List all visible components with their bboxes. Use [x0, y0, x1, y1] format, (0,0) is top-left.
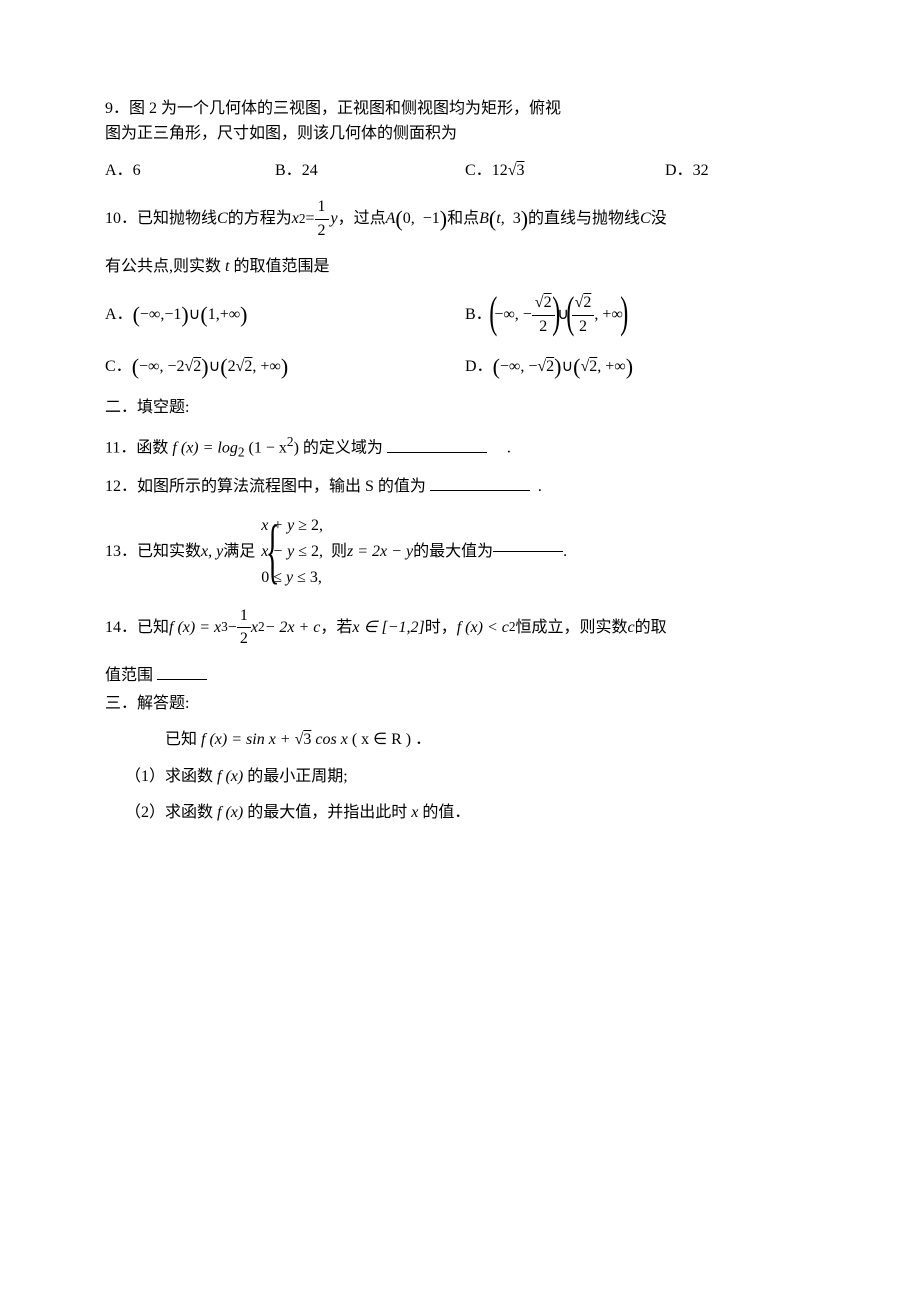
- value: 32: [693, 160, 709, 182]
- fraction: √22: [532, 292, 555, 338]
- q9-choice-a: A． 6: [105, 160, 275, 182]
- q10-row1: A． (−∞,−1) ∪ (1,+∞) B． (−∞, − √22 ) ∪ ( …: [105, 292, 820, 338]
- blank-14: [157, 679, 207, 680]
- q10-row2: C． (−∞, −2√2) ∪ (2√2, +∞) D． (−∞, −√2) ∪…: [105, 352, 820, 383]
- blank-12: [430, 490, 530, 491]
- q10-choice-d: D． (−∞, −√2) ∪ (√2, +∞): [465, 352, 815, 383]
- q10-choice-c: C． (−∞, −2√2) ∪ (2√2, +∞): [105, 352, 465, 383]
- q15-part2: （2）求函数 f (x) 的最大值，并指出此时 x 的值．: [105, 802, 820, 824]
- q9-choice-c: C． 12 √3: [465, 160, 665, 182]
- coef: 12: [492, 160, 508, 182]
- q11: 11．函数 f (x) = log2 (1 − x2) 的定义域为 .: [105, 433, 820, 462]
- q15-part1: （1）求函数 f (x) 的最小正周期;: [105, 766, 820, 788]
- q9-line1: 9．图 2 为一个几何体的三视图，正视图和侧视图均为矩形，俯视: [105, 98, 820, 120]
- q14-line2: 值范围: [105, 665, 820, 687]
- exam-page: 9．图 2 为一个几何体的三视图，正视图和侧视图均为矩形，俯视 图为正三角形，尺…: [0, 0, 920, 1300]
- sqrt-icon: √3: [295, 731, 312, 748]
- brace-system: { x + y ≥ 2, x − y ≤ 2, 0 ≤ y ≤ 3,: [255, 513, 323, 591]
- q9-line2: 图为正三角形，尺寸如图，则该几何体的侧面积为: [105, 123, 820, 145]
- value: 6: [133, 160, 141, 182]
- blank-13: [493, 551, 563, 552]
- q10-line1: 10．已知抛物线 C 的方程为 x2 = 12 y ，过点 A (0, −1) …: [105, 196, 820, 242]
- label: C．: [465, 160, 492, 182]
- section-3-title: 三．解答题:: [105, 693, 820, 715]
- value: 24: [302, 160, 318, 182]
- q13: 13．已知实数 x, y 满足 { x + y ≥ 2, x − y ≤ 2, …: [105, 513, 820, 591]
- q10-choice-a: A． (−∞,−1) ∪ (1,+∞): [105, 292, 465, 338]
- q15-given: 已知 f (x) = sin x + √3 cos x ( x ∈ R ) ．: [105, 729, 820, 751]
- q12: 12．如图所示的算法流程图中，输出 S 的值为 .: [105, 476, 820, 498]
- q9-choices: A． 6 B． 24 C． 12 √3 D． 32: [105, 160, 820, 182]
- label: A．: [105, 160, 133, 182]
- q9-choice-d: D． 32: [665, 160, 785, 182]
- left-brace-icon: {: [266, 513, 280, 591]
- sqrt-icon: √3: [508, 160, 525, 182]
- q14-line1: 14．已知 f (x) = x3 − 12 x2 − 2x + c ，若 x ∈…: [105, 605, 820, 651]
- blank-11: [387, 452, 487, 453]
- section-2-title: 二．填空题:: [105, 397, 820, 419]
- label: B．: [275, 160, 302, 182]
- q9-choice-b: B． 24: [275, 160, 465, 182]
- fraction: √22: [572, 292, 595, 338]
- q10-choice-b: B． (−∞, − √22 ) ∪ ( √22 , +∞ ): [465, 292, 815, 338]
- q10-line2: 有公共点,则实数 t 的取值范围是: [105, 256, 820, 278]
- fraction: 12: [315, 196, 329, 242]
- fraction: 12: [237, 605, 251, 651]
- label: D．: [665, 160, 693, 182]
